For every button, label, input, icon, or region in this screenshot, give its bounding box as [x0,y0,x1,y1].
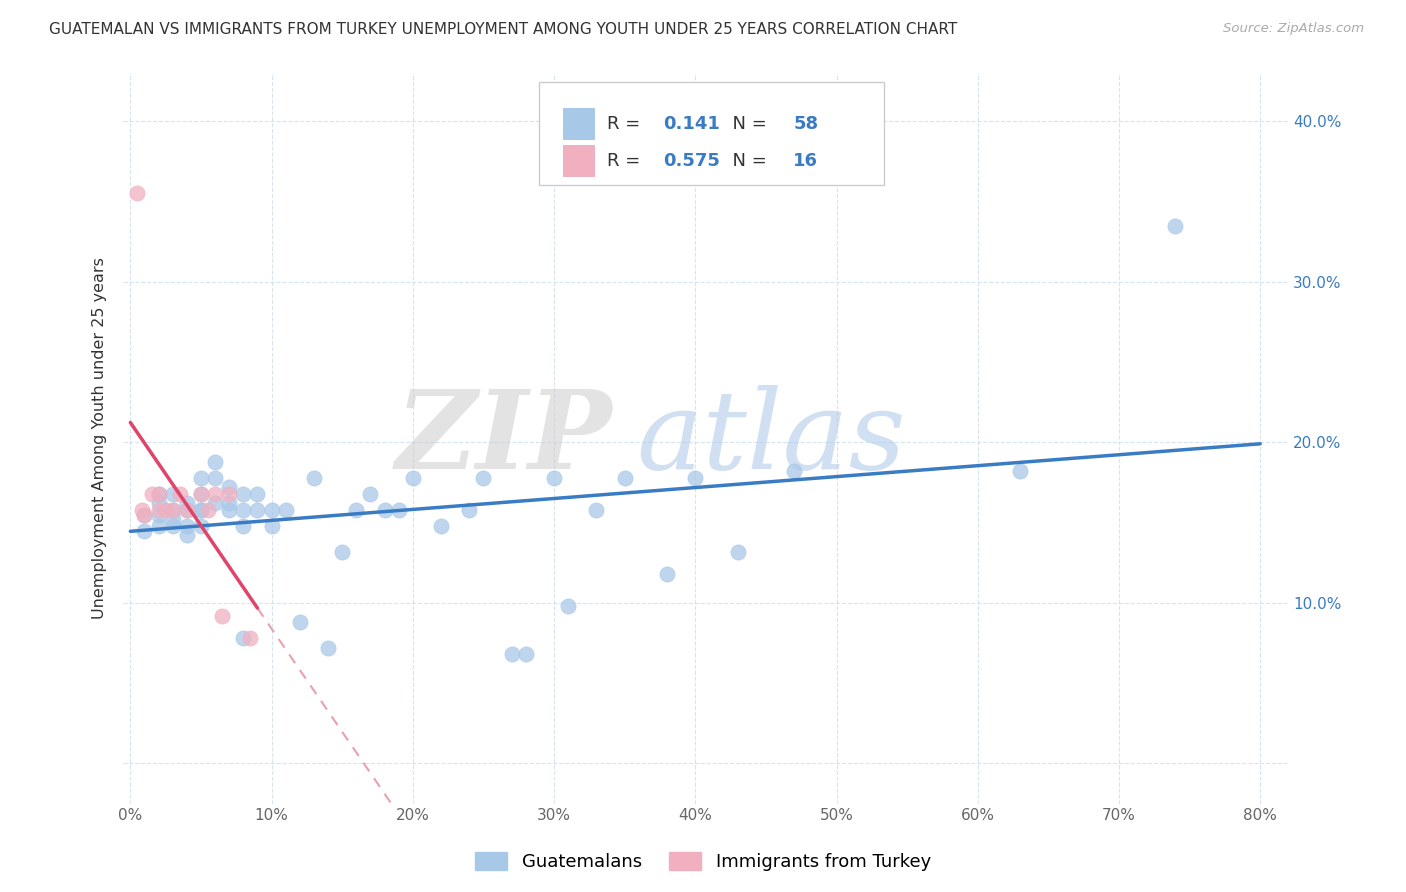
Point [190,470,212,484]
Point [260,502,283,516]
FancyBboxPatch shape [562,108,595,140]
Point [190,502,212,516]
Point [134,524,156,538]
Text: 0.575: 0.575 [662,152,720,169]
Point [402,470,425,484]
Point [288,615,311,629]
Point [458,502,481,516]
Point [141,486,163,500]
Point [162,486,184,500]
Y-axis label: Unemployment Among Youth under 25 years: Unemployment Among Youth under 25 years [93,258,107,619]
Point [316,640,339,655]
Point [430,518,453,533]
Point [162,512,184,526]
Point [190,502,212,516]
Point [239,631,262,645]
Point [727,544,749,558]
Point [155,502,177,516]
Point [162,502,184,516]
Text: 16: 16 [793,152,818,169]
Point [211,608,233,623]
Text: GUATEMALAN VS IMMIGRANTS FROM TURKEY UNEMPLOYMENT AMONG YOUTH UNDER 25 YEARS COR: GUATEMALAN VS IMMIGRANTS FROM TURKEY UNE… [49,22,957,37]
Point [359,486,381,500]
Point [197,502,219,516]
Point [148,486,170,500]
Point [176,502,198,516]
Point [344,502,367,516]
Point [148,486,170,500]
FancyBboxPatch shape [562,145,595,177]
Point [148,518,170,533]
Point [1010,464,1032,478]
Point [190,486,212,500]
Point [131,502,153,516]
Point [274,502,297,516]
Point [134,508,156,522]
Point [246,502,269,516]
Point [557,599,579,613]
Point [148,502,170,516]
Point [472,470,495,484]
Point [613,470,636,484]
Point [1164,219,1187,233]
Point [232,502,254,516]
Text: N =: N = [721,115,772,133]
Point [148,508,170,522]
Point [260,518,283,533]
Point [543,470,565,484]
Point [162,502,184,516]
Point [162,518,184,533]
Point [501,647,523,661]
Point [218,496,240,510]
Point [148,496,170,510]
Point [388,502,411,516]
Text: 0.141: 0.141 [662,115,720,133]
Point [246,486,269,500]
Point [655,566,678,581]
Point [176,518,198,533]
Point [232,631,254,645]
Point [218,480,240,494]
Legend: Guatemalans, Immigrants from Turkey: Guatemalans, Immigrants from Turkey [468,845,938,879]
Point [176,496,198,510]
Point [176,502,198,516]
Point [169,486,191,500]
Point [190,486,212,500]
Text: R =: R = [607,115,645,133]
Text: N =: N = [721,152,772,169]
Point [302,470,325,484]
Text: R =: R = [607,152,645,169]
Point [218,502,240,516]
Point [783,464,806,478]
Point [685,470,707,484]
Point [190,518,212,533]
Point [176,528,198,542]
Text: atlas: atlas [636,384,905,492]
Point [134,508,156,522]
Point [515,647,537,661]
Text: 58: 58 [793,115,818,133]
Point [204,454,226,468]
Text: ZIP: ZIP [396,384,613,492]
Point [374,502,396,516]
Text: Source: ZipAtlas.com: Source: ZipAtlas.com [1223,22,1364,36]
Point [232,486,254,500]
Point [330,544,353,558]
Point [585,502,607,516]
Point [127,186,149,201]
Point [232,518,254,533]
Point [204,470,226,484]
Point [204,496,226,510]
Point [218,486,240,500]
FancyBboxPatch shape [540,82,884,185]
Point [204,486,226,500]
